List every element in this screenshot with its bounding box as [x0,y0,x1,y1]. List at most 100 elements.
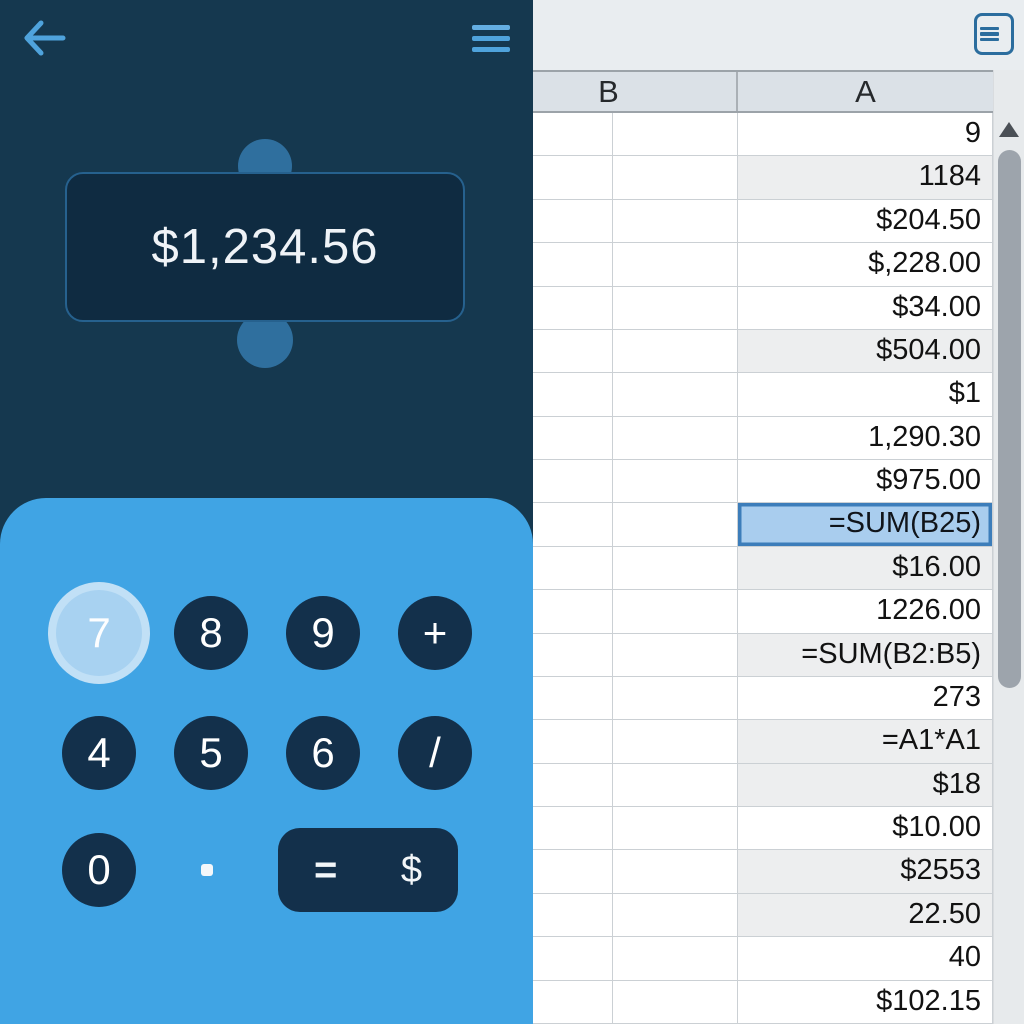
cell-a[interactable]: $204.50 [738,199,993,243]
cell-left-empty[interactable] [533,720,613,763]
cell-left-empty[interactable] [533,590,613,633]
cell-left-empty[interactable] [533,893,613,937]
calculator-display: $1,234.56 [65,172,465,322]
spreadsheet-panel: B A 9 1184 $204.50 $,228.00 $34.00 $504.00 $1 1… [533,0,1024,1024]
sheet-row: 22.50 [533,893,993,938]
cell-left-empty[interactable] [533,763,613,806]
scrollbar[interactable] [993,70,1024,1024]
cell-a[interactable]: =A1*A1 [738,720,993,763]
cell-b[interactable] [613,113,738,156]
cell-b[interactable] [613,720,738,763]
cell-a[interactable]: 273 [738,676,993,720]
currency-label: $ [400,848,422,891]
cell-b[interactable] [613,590,738,633]
cell-left-empty[interactable] [533,460,613,503]
cell-a[interactable]: $18 [738,763,993,806]
cell-b[interactable] [613,503,738,546]
cell-b[interactable] [613,199,738,243]
cell-a[interactable]: 1184 [738,156,993,199]
cell-b[interactable] [613,460,738,503]
key-plus[interactable]: + [398,596,472,670]
cell-b[interactable] [613,676,738,720]
cell-a[interactable]: =SUM(B2:B5) [738,633,993,676]
key-6[interactable]: 6 [286,716,360,790]
cell-a[interactable]: 40 [738,937,993,980]
key-7[interactable]: 7 [56,590,142,676]
sheet-row: $10.00 [533,807,993,851]
cell-b[interactable] [613,243,738,286]
cell-b[interactable] [613,286,738,329]
key-5[interactable]: 5 [174,716,248,790]
cell-b[interactable] [613,937,738,980]
sheet-menu-button[interactable] [974,13,1014,55]
cell-b[interactable] [613,156,738,199]
sheet-row: $975.00 [533,460,993,504]
sheet-row: =SUM(B2:B5) [533,633,993,677]
key-0[interactable]: 0 [62,833,136,907]
key-4[interactable]: 4 [62,716,136,790]
cell-left-empty[interactable] [533,633,613,676]
cell-left-empty[interactable] [533,243,613,286]
scrollbar-thumb[interactable] [998,150,1021,688]
cell-left-empty[interactable] [533,807,613,850]
menu-button[interactable] [472,25,512,55]
cell-a[interactable]: $34.00 [738,286,993,329]
cell-a-selected[interactable]: =SUM(B25) [738,503,993,546]
cell-a[interactable]: 9 [738,113,993,156]
back-button[interactable] [20,18,68,60]
cell-left-empty[interactable] [533,676,613,720]
cell-left-empty[interactable] [533,329,613,373]
cell-left-empty[interactable] [533,937,613,980]
cell-left-empty[interactable] [533,850,613,893]
cell-left-empty[interactable] [533,373,613,416]
cell-left-empty[interactable] [533,113,613,156]
cell-left-empty[interactable] [533,156,613,199]
sheet-row: $16.00 [533,546,993,591]
cell-a[interactable]: 1226.00 [738,590,993,633]
cell-b[interactable] [613,893,738,937]
cell-left-empty[interactable] [533,980,613,1023]
cell-left-empty[interactable] [533,286,613,329]
sheet-row: 273 [533,676,993,721]
cell-b[interactable] [613,546,738,590]
grid-body: 9 1184 $204.50 $,228.00 $34.00 $504.00 $1 1,290… [533,113,993,1024]
cell-left-empty[interactable] [533,416,613,459]
cell-b[interactable] [613,373,738,416]
cell-a[interactable]: 1,290.30 [738,416,993,459]
cell-b[interactable] [613,329,738,373]
cell-a[interactable]: $10.00 [738,807,993,850]
cell-a[interactable]: $,228.00 [738,243,993,286]
cell-a[interactable]: $504.00 [738,329,993,373]
sheet-row: $18 [533,763,993,807]
key-9[interactable]: 9 [286,596,360,670]
cell-left-empty[interactable] [533,199,613,243]
cell-b[interactable] [613,807,738,850]
cell-a[interactable]: $975.00 [738,460,993,503]
cell-a[interactable]: 22.50 [738,893,993,937]
column-header-row: B A [533,70,993,113]
cell-a[interactable]: $16.00 [738,546,993,590]
column-header-b[interactable]: B [533,72,738,111]
cell-b[interactable] [613,763,738,806]
cell-b[interactable] [613,850,738,893]
scroll-up-arrow-icon[interactable] [999,122,1019,137]
cell-left-empty[interactable] [533,546,613,590]
calculator-panel: $1,234.56 7 8 9 +4 5 6 / 0 = $ [0,0,533,1024]
keypad: 7 8 9 +4 5 6 / 0 = $ [0,498,533,1024]
equals-currency-key[interactable]: = $ [278,828,458,912]
spreadsheet-toolbar [533,0,1024,70]
sheet-row: =SUM(B25) [533,503,993,547]
key-8[interactable]: 8 [174,596,248,670]
cell-a[interactable]: $102.15 [738,980,993,1023]
key-divide[interactable]: / [398,716,472,790]
cell-b[interactable] [613,633,738,676]
column-header-a[interactable]: A [855,73,876,109]
cell-left-empty[interactable] [533,503,613,546]
cell-b[interactable] [613,416,738,459]
sheet-row: 1,290.30 [533,416,993,460]
cell-a[interactable]: $1 [738,373,993,416]
cell-a[interactable]: $2553 [738,850,993,893]
cell-b[interactable] [613,980,738,1023]
decimal-key[interactable] [201,864,213,876]
